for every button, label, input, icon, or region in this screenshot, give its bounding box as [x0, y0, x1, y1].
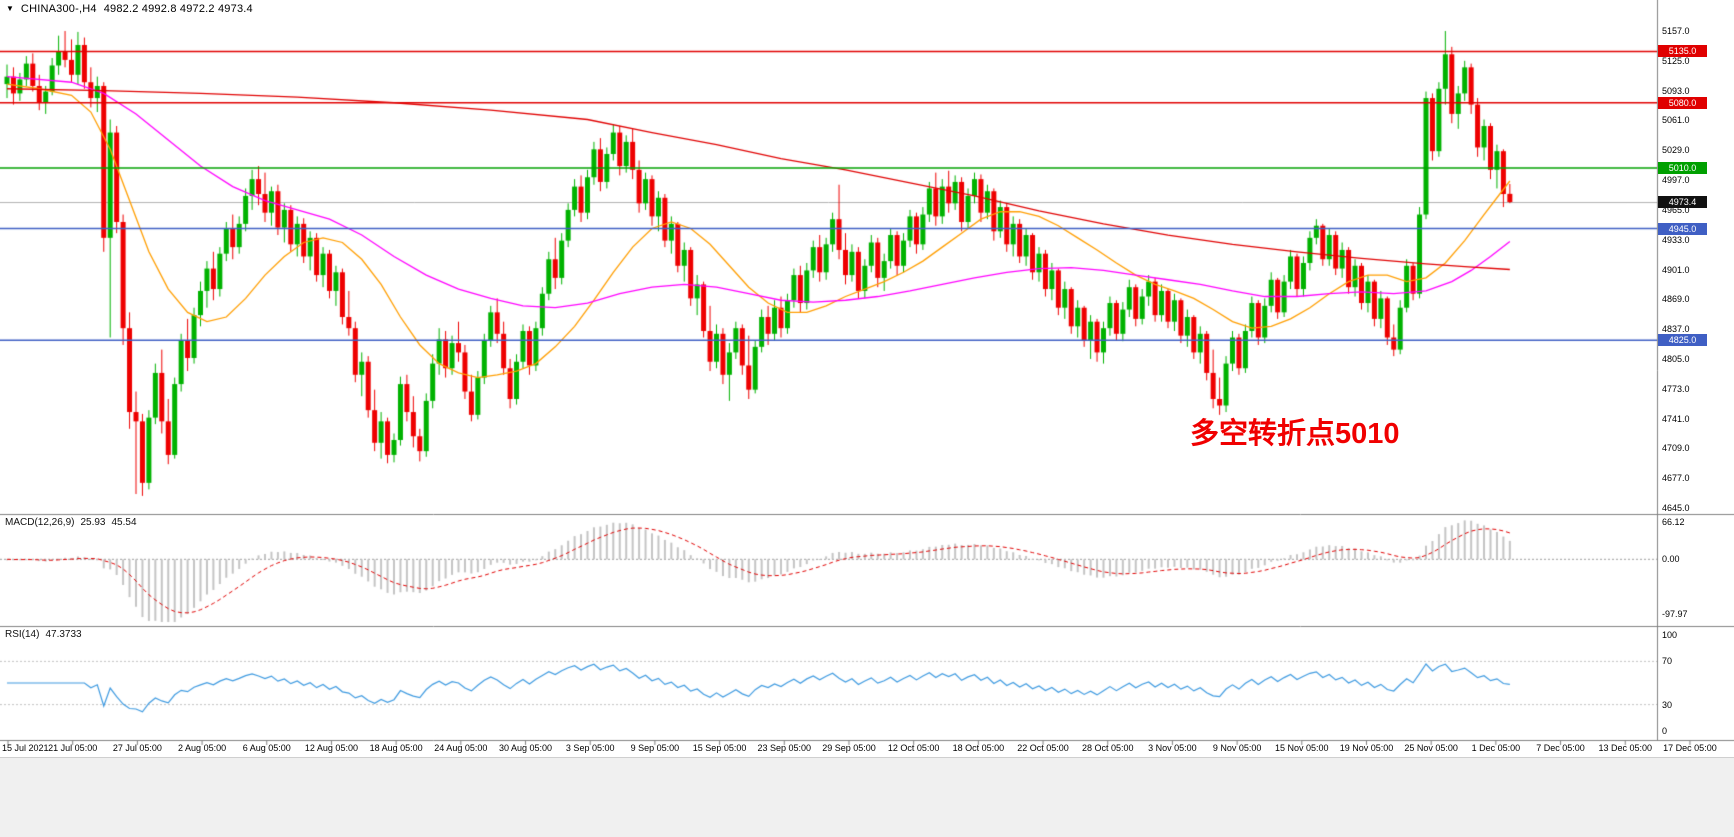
- time-axis-label: 22 Oct 05:00: [1017, 743, 1069, 753]
- macd-axis-label: 66.12: [1662, 517, 1685, 527]
- rsi-axis-label: 30: [1662, 699, 1673, 710]
- macd-indicator-label: MACD(12,26,9) 25.93 45.54: [5, 517, 143, 528]
- time-axis-label: 7 Dec 05:00: [1536, 743, 1585, 753]
- price-axis-label: 5157.0: [1662, 26, 1690, 36]
- time-axis-label: 25 Nov 05:00: [1404, 743, 1458, 753]
- price-axis-label: 5061.0: [1662, 115, 1690, 126]
- time-axis-label: 9 Sep 05:00: [630, 743, 680, 753]
- rsi-value: 47.3733: [45, 629, 82, 640]
- macd-name: MACD(12,26,9): [5, 517, 75, 528]
- time-axis-label: 12 Aug 05:00: [304, 743, 358, 753]
- price-line-badge: 4825.0: [1658, 334, 1707, 347]
- time-axis-label: 27 Jul 05:00: [112, 743, 162, 753]
- time-axis-label: 21 Jul 05:00: [48, 743, 98, 753]
- price-axis-label: 4901.0: [1662, 264, 1690, 275]
- symbol-timeframe-label: CHINA300-,H4: [20, 3, 97, 15]
- time-axis-label: 15 Nov 05:00: [1275, 743, 1329, 753]
- price-line-badge: 5010.0: [1658, 161, 1707, 174]
- price-line-badge: 5080.0: [1658, 96, 1707, 109]
- price-axis-label: 4677.0: [1662, 473, 1690, 484]
- window-bottom-strip: [0, 757, 1734, 837]
- ohlc-values: 4982.2 4992.8 4972.2 4973.4: [103, 3, 253, 15]
- macd-main-value: 25.93: [80, 517, 106, 528]
- current-price-badge: 4973.4: [1658, 196, 1707, 209]
- time-axis-label: 18 Aug 05:00: [369, 743, 423, 753]
- price-axis-label: 4645.0: [1662, 503, 1690, 513]
- price-axis-label: 5125.0: [1662, 55, 1690, 66]
- rsi-axis-label: 70: [1662, 656, 1673, 667]
- time-axis-label: 19 Nov 05:00: [1339, 743, 1394, 753]
- rsi-name: RSI(14): [5, 629, 40, 640]
- price-axis-label: 4869.0: [1662, 294, 1690, 305]
- time-axis-label: 23 Sep 05:00: [757, 743, 812, 753]
- time-axis-label: 2 Aug 05:00: [178, 743, 227, 753]
- price-axis-label: 5029.0: [1662, 145, 1690, 156]
- time-axis-label: 15 Jul 2021: [2, 743, 49, 753]
- price-axis-label: 4709.0: [1662, 443, 1690, 454]
- time-axis-label: 9 Nov 05:00: [1212, 743, 1262, 753]
- price-line-badge: 5135.0: [1658, 45, 1707, 58]
- price-axis-label: 4805.0: [1662, 353, 1690, 364]
- price-line-badge: 4945.0: [1658, 222, 1707, 235]
- rsi-axis-label: 100: [1662, 630, 1678, 640]
- time-axis-label: 12 Oct 05:00: [887, 743, 940, 753]
- time-axis-label: 29 Sep 05:00: [822, 743, 876, 753]
- time-axis-label: 30 Aug 05:00: [498, 743, 553, 753]
- time-axis-label: 28 Oct 05:00: [1081, 743, 1134, 753]
- time-axis-label: 3 Nov 05:00: [1148, 743, 1197, 753]
- price-axis-label: 4837.0: [1662, 324, 1690, 335]
- time-axis-label: 1 Dec 05:00: [1471, 743, 1521, 753]
- time-axis-label: 15 Sep 05:00: [692, 743, 747, 753]
- time-axis-label: 17 Dec 05:00: [1663, 743, 1717, 753]
- time-axis-label: 13 Dec 05:00: [1598, 743, 1653, 753]
- symbol-dropdown-icon[interactable]: ▼: [6, 4, 14, 13]
- time-axis-label: 24 Aug 05:00: [434, 743, 488, 753]
- time-axis-label: 3 Sep 05:00: [565, 743, 615, 753]
- price-axis-label: 4773.0: [1662, 383, 1690, 394]
- rsi-indicator-label: RSI(14) 47.3733: [5, 629, 88, 640]
- price-axis-label: 4965.0: [1662, 204, 1690, 215]
- price-axis-label: 5093.0: [1662, 85, 1690, 96]
- price-axis-label: 4933.0: [1662, 234, 1690, 245]
- price-axis-label: 4741.0: [1662, 413, 1690, 424]
- pivot-annotation-text[interactable]: 多空转折点5010: [1190, 418, 1400, 450]
- macd-signal-value: 45.54: [111, 517, 137, 528]
- time-axis-label: 18 Oct 05:00: [952, 743, 1005, 753]
- macd-axis-label: 0.00: [1662, 554, 1680, 565]
- time-axis-label: 6 Aug 05:00: [242, 743, 291, 753]
- chart-header: ▼ CHINA300-,H4 4982.2 4992.8 4972.2 4973…: [6, 3, 253, 15]
- rsi-axis-label: 0: [1662, 726, 1668, 736]
- price-axis-label: 4997.0: [1662, 175, 1690, 186]
- macd-axis-label: -97.97: [1662, 609, 1688, 619]
